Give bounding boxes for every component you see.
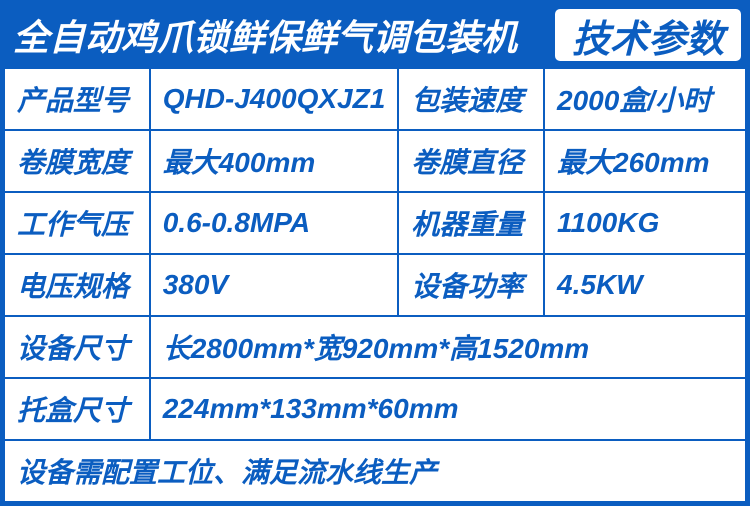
table-row: 设备尺寸 长2800mm*宽920mm*高1520mm <box>4 316 746 378</box>
footer-note: 设备需配置工位、满足流水线生产 <box>4 440 746 502</box>
spec-label: 卷膜直径 <box>398 130 544 192</box>
header-bar: 全自动鸡爪锁鲜保鲜气调包装机 技术参数 <box>3 3 747 67</box>
spec-value: 224mm*133mm*60mm <box>150 378 746 440</box>
spec-value: 4.5KW <box>544 254 746 316</box>
spec-table: 产品型号 QHD-J400QXJZ1 包装速度 2000盒/小时 卷膜宽度 最大… <box>3 67 747 503</box>
table-row: 托盒尺寸 224mm*133mm*60mm <box>4 378 746 440</box>
table-row: 设备需配置工位、满足流水线生产 <box>4 440 746 502</box>
spec-tag: 技术参数 <box>552 6 744 64</box>
product-title: 全自动鸡爪锁鲜保鲜气调包装机 <box>3 3 552 67</box>
spec-value: 1100KG <box>544 192 746 254</box>
spec-value: 最大400mm <box>150 130 399 192</box>
spec-label: 电压规格 <box>4 254 150 316</box>
spec-value: 长2800mm*宽920mm*高1520mm <box>150 316 746 378</box>
spec-value: 0.6-0.8MPA <box>150 192 399 254</box>
spec-value: 380V <box>150 254 399 316</box>
spec-label: 产品型号 <box>4 68 150 130</box>
spec-label: 设备尺寸 <box>4 316 150 378</box>
spec-value: QHD-J400QXJZ1 <box>150 68 399 130</box>
spec-value: 2000盒/小时 <box>544 68 746 130</box>
spec-label: 卷膜宽度 <box>4 130 150 192</box>
table-row: 卷膜宽度 最大400mm 卷膜直径 最大260mm <box>4 130 746 192</box>
table-row: 工作气压 0.6-0.8MPA 机器重量 1100KG <box>4 192 746 254</box>
spec-label: 托盒尺寸 <box>4 378 150 440</box>
spec-sheet: 全自动鸡爪锁鲜保鲜气调包装机 技术参数 产品型号 QHD-J400QXJZ1 包… <box>0 0 750 506</box>
spec-label: 机器重量 <box>398 192 544 254</box>
table-row: 电压规格 380V 设备功率 4.5KW <box>4 254 746 316</box>
spec-label: 包装速度 <box>398 68 544 130</box>
table-row: 产品型号 QHD-J400QXJZ1 包装速度 2000盒/小时 <box>4 68 746 130</box>
spec-label: 设备功率 <box>398 254 544 316</box>
spec-label: 工作气压 <box>4 192 150 254</box>
spec-value: 最大260mm <box>544 130 746 192</box>
